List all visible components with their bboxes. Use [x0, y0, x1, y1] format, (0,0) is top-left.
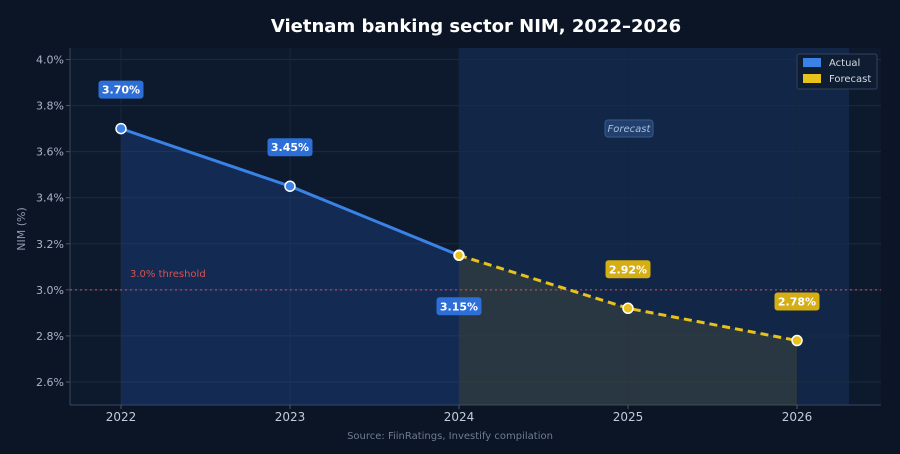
threshold-label: 3.0% threshold — [130, 269, 206, 280]
data-point — [115, 122, 127, 135]
data-point — [453, 250, 465, 261]
y-tick-label: 3.4% — [36, 192, 64, 205]
y-tick-label: 3.8% — [36, 100, 64, 113]
forecast-region-label-box — [604, 119, 654, 138]
legend-swatch-forecast — [803, 74, 821, 83]
data-label-box — [267, 138, 313, 157]
x-tick-label: 2024 — [444, 410, 475, 424]
y-tick-label: 3.2% — [36, 238, 64, 251]
y-tick-label: 3.6% — [36, 146, 64, 159]
y-axis-label: NIM (%) — [15, 207, 28, 251]
x-tick-label: 2022 — [106, 410, 137, 424]
forecast-region — [459, 48, 849, 405]
data-point — [791, 334, 803, 347]
data-label: 2.92% — [609, 263, 647, 276]
data-label: 3.70% — [102, 84, 140, 97]
source-note: Source: FiinRatings, Investify compilati… — [347, 431, 553, 442]
x-tick-label: 2026 — [782, 410, 813, 424]
legend-label-forecast: Forecast — [829, 74, 871, 85]
forecast-region-label: Forecast — [608, 124, 652, 135]
forecast-area-fill — [459, 255, 797, 405]
data-label: 2.78% — [778, 296, 816, 309]
actual-area-fill — [121, 128, 459, 405]
legend-swatch-actual — [803, 58, 821, 67]
chart-title: Vietnam banking sector NIM, 2022–2026 — [271, 16, 681, 37]
data-point — [284, 180, 296, 192]
data-label-box — [774, 292, 820, 311]
data-label-box — [605, 260, 651, 279]
y-tick-label: 3.0% — [36, 284, 64, 297]
series-line-forecast — [458, 253, 798, 342]
x-tick-label: 2023 — [275, 410, 306, 424]
data-point — [622, 302, 634, 315]
y-tick-label: 4.0% — [36, 54, 64, 67]
y-tick-label: 2.8% — [36, 330, 64, 343]
y-tick-label: 2.6% — [36, 376, 64, 389]
data-label: 3.15% — [440, 300, 478, 313]
data-label: 3.45% — [271, 141, 309, 154]
data-label-box — [436, 297, 482, 316]
x-tick-label: 2025 — [613, 410, 644, 424]
legend-label-actual: Actual — [829, 58, 860, 69]
data-label-box — [98, 80, 144, 99]
